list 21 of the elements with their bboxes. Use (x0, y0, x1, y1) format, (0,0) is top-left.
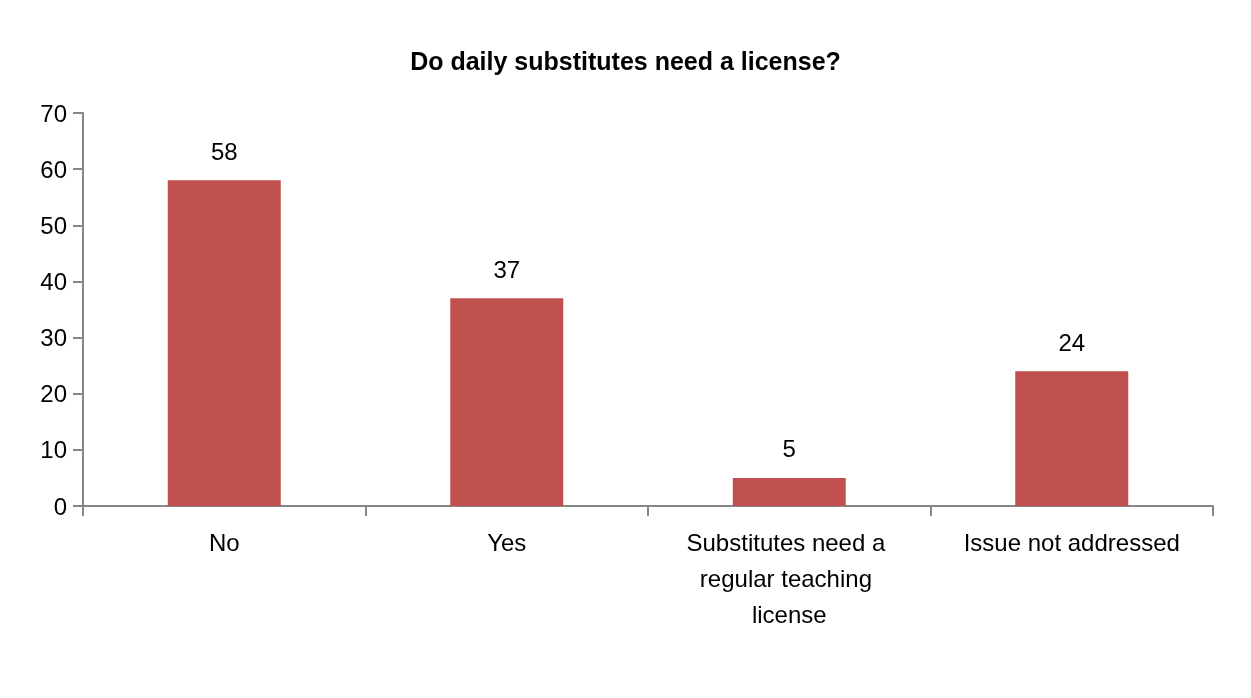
bar (732, 477, 846, 506)
x-tick-label: No (208, 528, 240, 556)
y-tick-label: 60 (40, 155, 67, 183)
x-tick-label: Issue not addressed (963, 528, 1180, 556)
data-label: 5 (782, 435, 796, 463)
data-label: 24 (1058, 328, 1086, 356)
y-tick-label: 10 (40, 436, 67, 464)
bar (167, 180, 281, 506)
data-label: 37 (493, 255, 521, 283)
bar (1015, 371, 1129, 506)
x-tick-label: Substitutes need a regular teaching license (686, 528, 892, 628)
y-tick-label: 50 (40, 211, 67, 239)
bar (450, 298, 564, 506)
y-tick-label: 70 (40, 99, 67, 127)
y-tick-label: 20 (40, 380, 67, 408)
y-tick-label: 0 (53, 492, 67, 520)
y-tick-label: 40 (40, 267, 67, 295)
chart-title: Do daily substitutes need a license? (410, 46, 841, 75)
y-tick-label: 30 (40, 324, 67, 352)
data-label: 58 (210, 137, 238, 165)
x-tick-label: Yes (487, 528, 527, 556)
